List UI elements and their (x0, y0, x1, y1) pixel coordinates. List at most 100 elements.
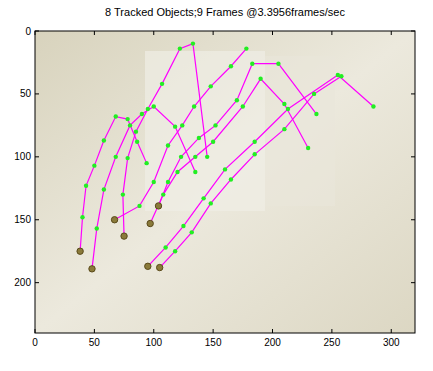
x-tick (35, 329, 36, 333)
y-tick (35, 282, 39, 283)
background (35, 31, 415, 333)
track-line (148, 75, 374, 266)
x-tick (331, 31, 332, 35)
track-point (152, 180, 156, 184)
x-tick-label: 50 (89, 337, 101, 348)
track-point (95, 226, 99, 230)
track-point (252, 140, 256, 144)
y-tick (35, 93, 39, 94)
track-point (191, 41, 195, 45)
track-point (173, 249, 177, 253)
y-tick (35, 219, 39, 220)
track-start (147, 220, 153, 226)
track-point (161, 192, 165, 196)
track-point (235, 98, 239, 102)
track-point (102, 138, 106, 142)
track-point (282, 102, 286, 106)
track-point (114, 155, 118, 159)
x-tick (153, 329, 154, 333)
x-tick (153, 31, 154, 35)
track-point (286, 107, 290, 111)
track-start (111, 217, 117, 223)
chart: 8 Tracked Objects;9 Frames @3.3956frames… (0, 0, 433, 371)
track-point (80, 215, 84, 219)
x-tick (391, 329, 392, 333)
x-tick (94, 31, 95, 35)
track-point (314, 112, 318, 116)
track-point (250, 62, 254, 66)
track-point (229, 64, 233, 68)
y-tick-label: 150 (14, 214, 31, 225)
x-tick (272, 329, 273, 333)
track-start (89, 266, 95, 272)
y-tick (411, 156, 415, 157)
track-point (121, 192, 125, 196)
y-tick (411, 31, 415, 32)
x-tick-label: 250 (324, 337, 341, 348)
track-line (150, 79, 308, 224)
title: 8 Tracked Objects;9 Frames @3.3956frames… (105, 6, 345, 18)
y-tick (35, 31, 39, 32)
x-tick-label: 150 (205, 337, 222, 348)
x-tick-label: 200 (264, 337, 281, 348)
track-point (306, 146, 310, 150)
track-point (102, 187, 106, 191)
track-point (282, 127, 286, 131)
x-tick-label: 0 (32, 337, 38, 348)
track-point (175, 170, 179, 174)
track-point (229, 177, 233, 181)
y-tick (411, 219, 415, 220)
track-point (125, 117, 129, 121)
track-point (339, 74, 343, 78)
photo (35, 31, 415, 333)
y-tick-label: 0 (25, 26, 31, 37)
x-tick (272, 31, 273, 35)
track-point (223, 167, 227, 171)
track-line (115, 49, 247, 220)
track-point (114, 114, 118, 118)
track-point (276, 62, 280, 66)
track-line (92, 107, 195, 269)
x-tick (213, 329, 214, 333)
track-point (152, 104, 156, 108)
track-point (192, 104, 196, 108)
track-point (135, 140, 139, 144)
track-point (252, 152, 256, 156)
paper (265, 56, 335, 206)
x-tick (35, 31, 36, 35)
x-tick-label: 300 (383, 337, 400, 348)
track-point (140, 112, 144, 116)
x-tick-label: 100 (145, 337, 162, 348)
y-tick-label: 200 (14, 277, 31, 288)
track-point (179, 155, 183, 159)
tracks (77, 41, 376, 272)
track-point (193, 155, 197, 159)
track-point (258, 77, 262, 81)
track-point (312, 92, 316, 96)
track-point (205, 155, 209, 159)
x-tick (391, 31, 392, 35)
track-point (160, 82, 164, 86)
track-line (80, 117, 147, 252)
track-point (371, 104, 375, 108)
y-tick (35, 156, 39, 157)
track-point (128, 123, 132, 127)
track-point (213, 123, 217, 127)
track-start (145, 263, 151, 269)
track-point (163, 245, 167, 249)
track-point (166, 180, 170, 184)
x-tick (213, 31, 214, 35)
track-point (201, 196, 205, 200)
track-point (137, 204, 141, 208)
track-start (155, 203, 161, 209)
track-point (144, 161, 148, 165)
track-point (244, 46, 248, 50)
track-point (241, 104, 245, 108)
y-tick (411, 282, 415, 283)
x-tick (94, 329, 95, 333)
track-start (77, 248, 83, 254)
y-tick-label: 50 (20, 88, 32, 99)
track-line (160, 76, 342, 267)
track-point (180, 123, 184, 127)
y-tick (411, 93, 415, 94)
